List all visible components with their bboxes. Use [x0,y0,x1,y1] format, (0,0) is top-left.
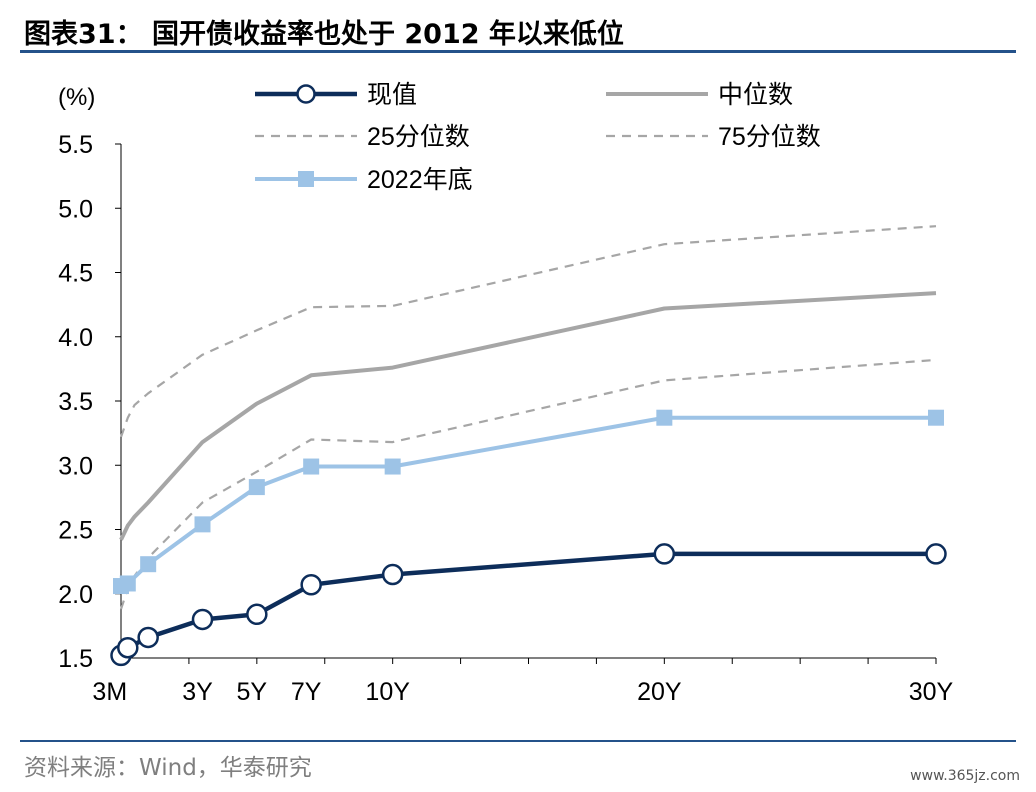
data-point [300,574,322,596]
data-point [303,458,320,475]
data-point [656,409,673,426]
x-tick-label: 10Y [365,678,410,706]
x-tick-label: 5Y [237,678,268,706]
legend-label: 中位数 [718,81,793,109]
title-rule [20,50,1016,53]
data-point [140,556,157,573]
y-tick-label: 4.0 [58,324,93,352]
y-tick-label: 4.5 [58,260,93,288]
series-line [119,358,937,610]
x-tick-label: 3M [92,678,127,706]
data-point [137,626,159,649]
y-tick-label: 3.5 [58,388,93,416]
legend-item: 现值 [255,81,417,109]
legend: 现值 中位数 25分位数 75分位数 2022年底 [255,81,821,194]
data-point [928,409,944,426]
series-line [119,225,937,438]
watermark: www.365jz.com [910,768,1020,784]
x-tick-label: 7Y [291,678,322,706]
y-tick-label: 1.5 [58,645,93,673]
legend-label: 25分位数 [367,123,470,151]
y-tick-label: 5.5 [58,131,93,159]
x-tick-label: 30Y [909,678,954,706]
data-point [246,603,268,626]
series-lines [110,225,947,667]
series-line [120,415,936,588]
legend-marker [296,84,316,104]
data-point [117,636,139,659]
x-tick-label: 3Y [182,678,213,706]
x-tick-label: 20Y [637,678,682,706]
y-tick-label: 3.0 [58,452,93,480]
legend-label: 75分位数 [718,123,821,151]
legend-item: 中位数 [606,81,793,109]
data-point [191,608,214,631]
legend-label: 2022年底 [367,166,473,194]
data-point [925,543,947,565]
y-tick-label: 5.0 [58,195,93,223]
y-tick-label: 2.0 [58,581,93,609]
footer-rule [20,740,1016,742]
y-tick-label: 2.5 [58,517,93,545]
axes: 1.5 2.0 2.5 3.0 3.5 4.0 4.5 5.0 5.5 (%) 3M 3Y 5Y 7Y 10… [58,84,954,706]
legend-item: 2022年底 [255,166,473,194]
data-point [194,516,211,533]
data-point [119,575,136,592]
data-point [248,479,265,496]
data-point [653,543,676,565]
series-line [119,551,936,657]
legend-label: 现值 [367,81,417,109]
chart-title: 图表31： 国开债收益率也处于 2012 年以来低位 [24,19,624,50]
data-point [381,563,404,586]
source-note: 资料来源：Wind，华泰研究 [24,755,312,781]
y-axis-label: (%) [58,84,95,111]
series-line [119,291,937,541]
legend-marker [298,171,314,187]
data-point [384,458,401,475]
legend-item: 75分位数 [606,123,821,151]
legend-item: 25分位数 [255,123,470,151]
